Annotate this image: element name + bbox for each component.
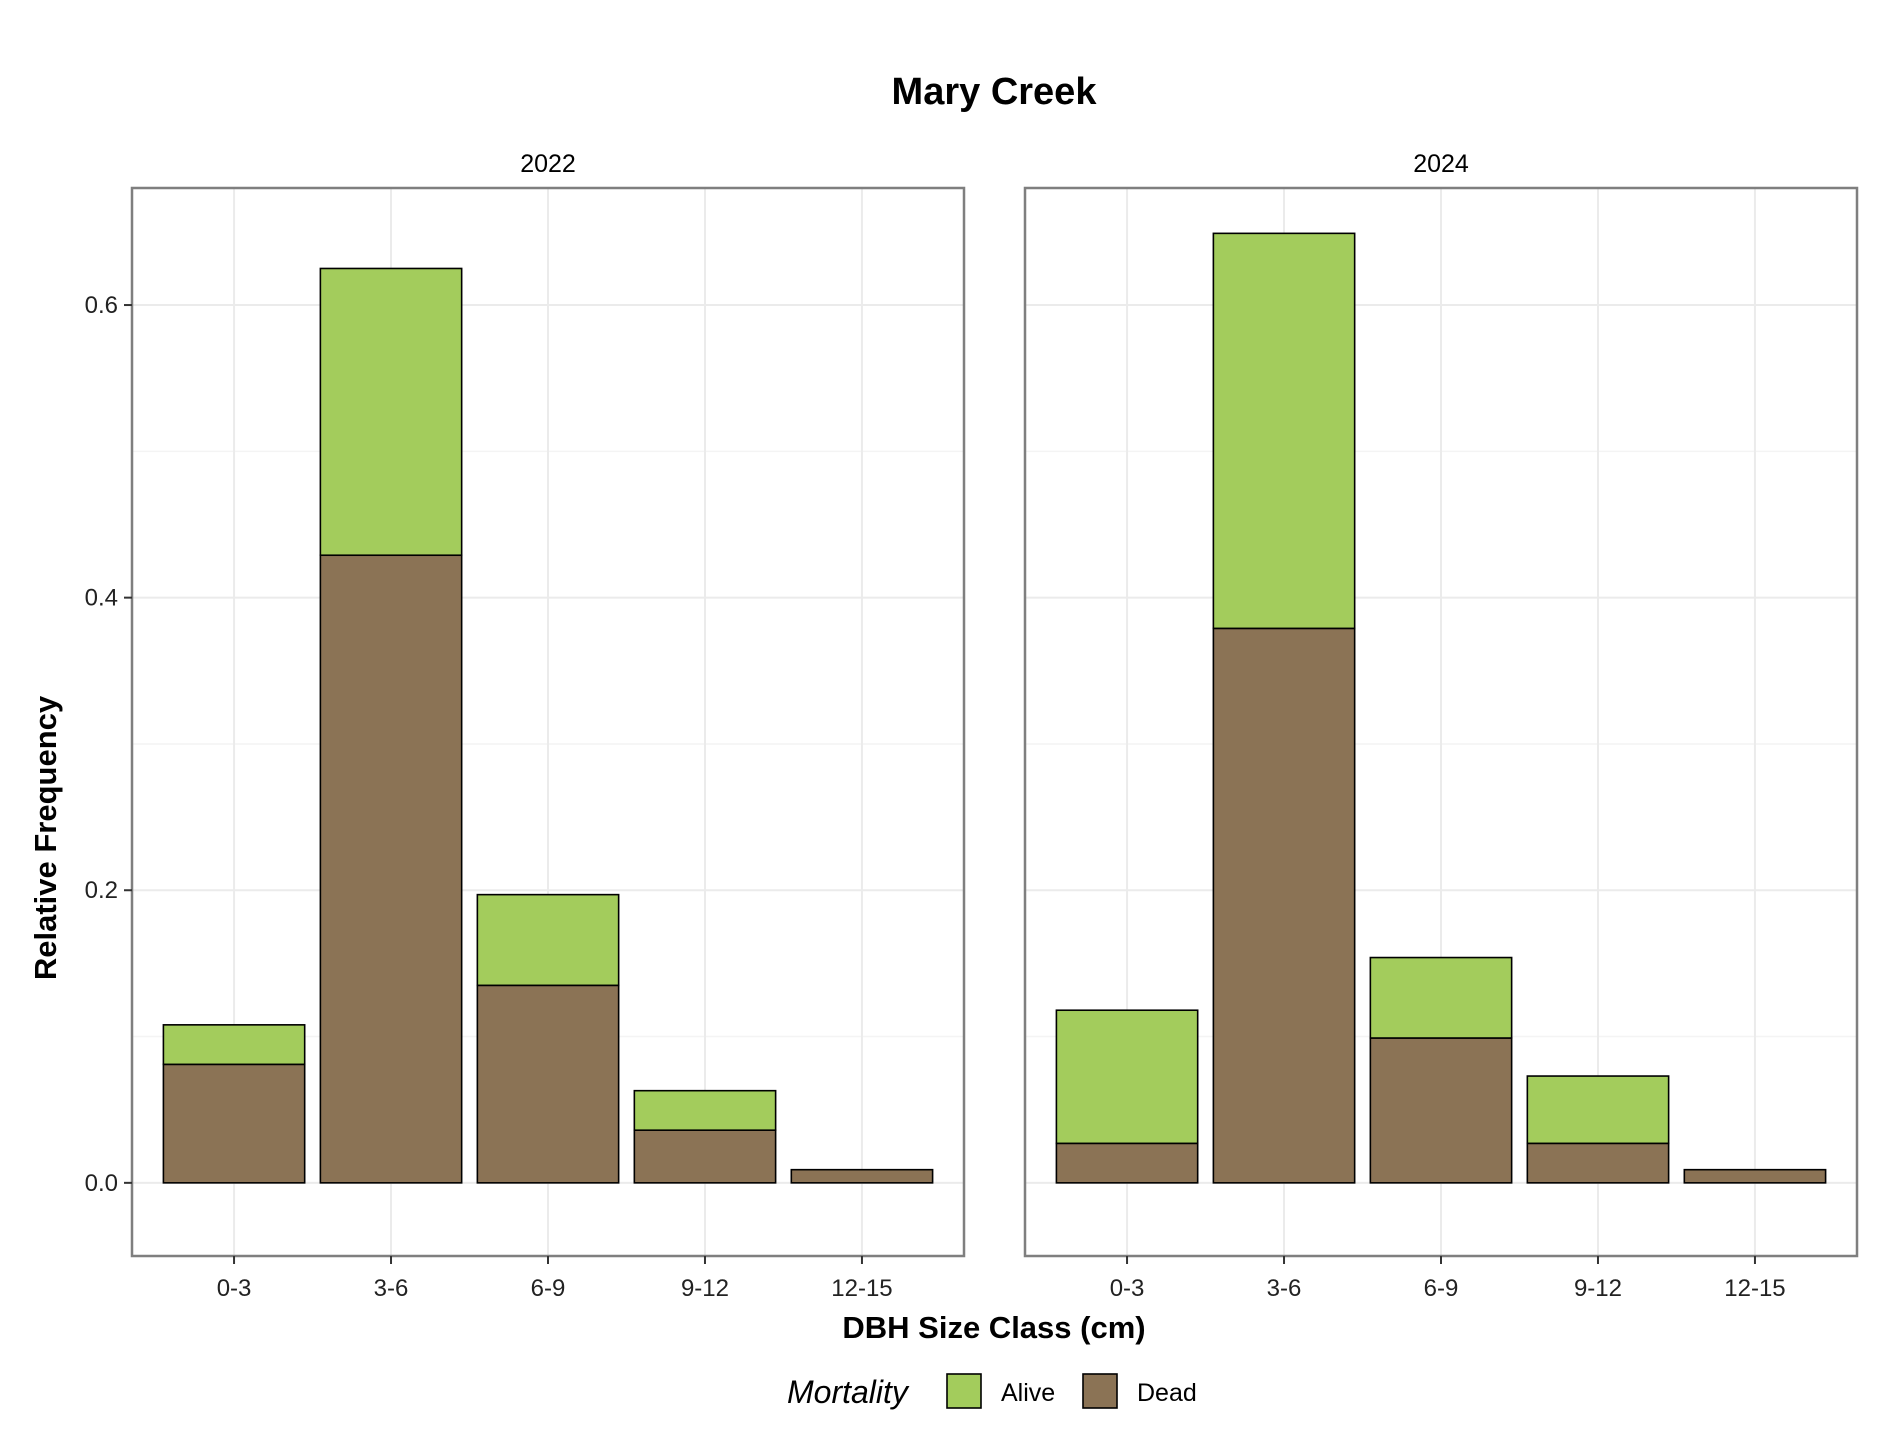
x-axis-title: DBH Size Class (cm)	[842, 1310, 1145, 1345]
bar-2024-12-15-dead	[1683, 1168, 1827, 1184]
x-tick-label: 6-9	[1424, 1275, 1459, 1302]
bar-2024-3-6-dead	[1212, 627, 1356, 1184]
facet-label: 2024	[1413, 150, 1469, 178]
bar-2024-9-12-dead	[1526, 1142, 1670, 1184]
y-tick-label: 0.0	[85, 1170, 118, 1197]
facet-panels: 2022 0-3 3-6 6-9 9-12 12-15 0.0 0.2 0.4 0.6 2024 0-…	[85, 150, 1859, 1302]
legend: Mortality Alive Dead	[787, 1373, 1197, 1410]
x-tick-label: 0-3	[1110, 1275, 1145, 1302]
bar-2024-3-6-alive	[1212, 232, 1356, 630]
bar-2022-0-3-alive	[162, 1024, 306, 1066]
bar-2022-6-9-alive	[476, 893, 620, 987]
bar-2022-3-6-dead	[319, 554, 463, 1184]
y-axis-title: Relative Frequency	[28, 695, 63, 980]
x-tick-label: 3-6	[374, 1275, 409, 1302]
bar-2024-0-3-dead	[1055, 1142, 1199, 1184]
bar-2022-12-15-dead	[790, 1168, 934, 1184]
panel-2022: 2022 0-3 3-6 6-9 9-12 12-15 0.0 0.2 0.4 0.6	[85, 150, 966, 1302]
bar-2022-6-9-dead	[476, 984, 620, 1184]
bar-2024-0-3-alive	[1055, 1009, 1199, 1145]
x-tick-label: 12-15	[1724, 1275, 1785, 1302]
bar-2024-6-9-alive	[1369, 956, 1513, 1039]
bar-2024-6-9-dead	[1369, 1037, 1513, 1184]
bar-2024-9-12-alive	[1526, 1075, 1670, 1145]
legend-swatch-alive	[946, 1373, 982, 1409]
panel-2024: 2024 0-3 3-6 6-9 9-12 12-15	[1023, 150, 1859, 1302]
chart-title: Mary Creek	[892, 71, 1098, 113]
x-tick-label: 12-15	[831, 1275, 892, 1302]
x-tick-label: 6-9	[531, 1275, 566, 1302]
x-tick-label: 9-12	[1574, 1275, 1622, 1302]
y-tick-label: 0.6	[85, 292, 118, 319]
x-tick-label: 3-6	[1267, 1275, 1302, 1302]
bar-2022-0-3-dead	[162, 1063, 306, 1184]
legend-label-alive: Alive	[1001, 1379, 1055, 1407]
bar-2022-9-12-alive	[633, 1089, 777, 1131]
x-tick-label: 9-12	[681, 1275, 729, 1302]
y-tick-label: 0.4	[85, 585, 118, 612]
legend-label-dead: Dead	[1137, 1379, 1197, 1407]
bar-2022-3-6-alive	[319, 267, 463, 557]
y-tick-label: 0.2	[85, 877, 118, 904]
legend-swatch-dead	[1082, 1373, 1118, 1409]
bar-2022-9-12-dead	[633, 1129, 777, 1184]
x-tick-label: 0-3	[217, 1275, 252, 1302]
legend-title: Mortality	[787, 1374, 910, 1410]
facet-label: 2022	[520, 150, 576, 178]
